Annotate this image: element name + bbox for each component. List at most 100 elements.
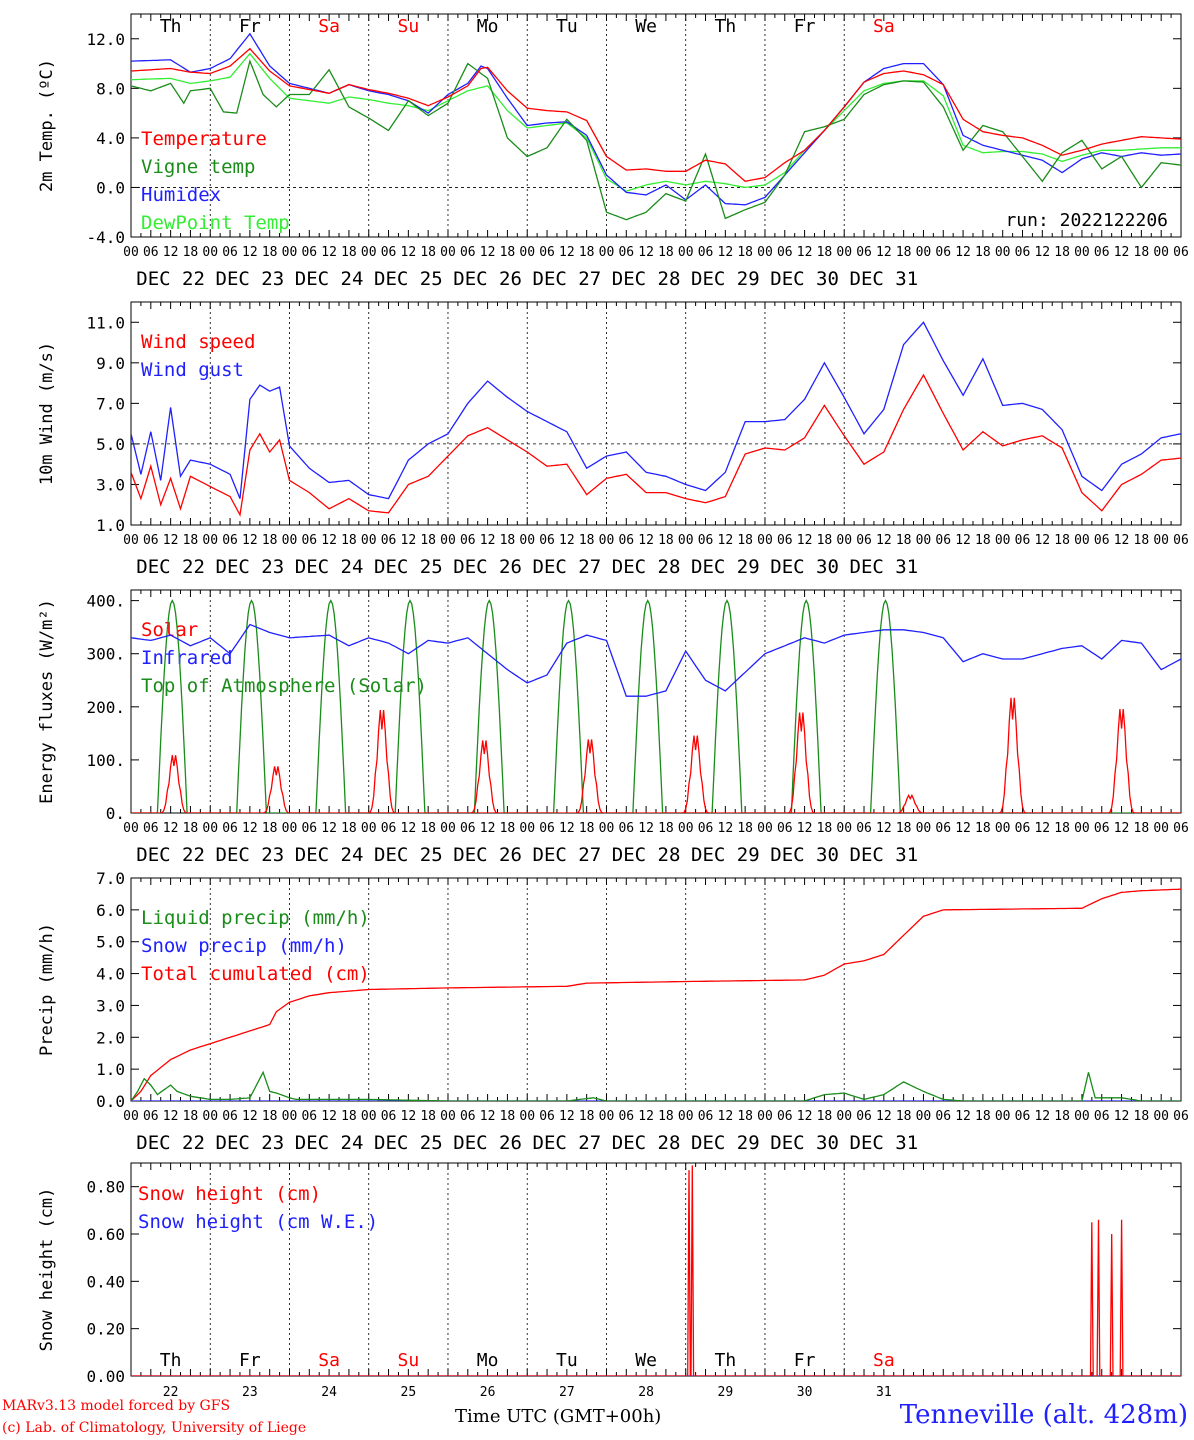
- hour-tick-label: 00: [361, 245, 377, 260]
- hour-tick-label: 00: [202, 245, 218, 260]
- hour-tick-label: 18: [896, 533, 912, 548]
- hour-tick-label: 12: [321, 245, 337, 260]
- hour-tick-label: 06: [1173, 533, 1189, 548]
- hour-tick-label: 00: [440, 821, 456, 836]
- y-tick-label: 0.80: [86, 1178, 125, 1197]
- hour-tick-label: 18: [420, 821, 436, 836]
- hour-tick-label: 00: [757, 245, 773, 260]
- hour-tick-label: 06: [222, 1109, 238, 1124]
- hour-tick-label: 12: [242, 533, 258, 548]
- y-tick-label: 0.20: [86, 1320, 125, 1339]
- hour-tick-label: 18: [341, 1109, 357, 1124]
- hour-tick-label: 18: [1054, 821, 1070, 836]
- hour-tick-label: 00: [916, 1109, 932, 1124]
- hour-tick-label: 06: [143, 1109, 159, 1124]
- hour-tick-label: 00: [123, 821, 139, 836]
- legend-entry: Snow precip (mm/h): [141, 935, 347, 957]
- hour-tick-label: 18: [579, 533, 595, 548]
- hour-tick-label: 18: [975, 1109, 991, 1124]
- hour-tick-label: 12: [718, 245, 734, 260]
- hour-tick-label: 06: [301, 1109, 317, 1124]
- hour-tick-label: 12: [1034, 1109, 1050, 1124]
- hour-tick-label: 06: [856, 533, 872, 548]
- y-axis-label: Energy fluxes (W/m²): [37, 599, 57, 804]
- series-line-blue: [131, 321, 1181, 500]
- date-label: DEC 30: [770, 1132, 839, 1154]
- lab-credit: (c) Lab. of Climatology, University of L…: [2, 1420, 307, 1436]
- hour-tick-label: 00: [836, 533, 852, 548]
- hour-tick-label: 12: [718, 533, 734, 548]
- hour-tick-label: 06: [222, 821, 238, 836]
- hour-tick-label: 00: [1153, 533, 1169, 548]
- hour-tick-label: 00: [757, 533, 773, 548]
- date-label: DEC 24: [295, 268, 364, 290]
- hour-tick-label: 00: [916, 821, 932, 836]
- hour-tick-label: 18: [737, 821, 753, 836]
- hour-tick-label: 06: [1094, 245, 1110, 260]
- day-name-label: Sa: [873, 1350, 895, 1371]
- hour-tick-label: 12: [401, 533, 417, 548]
- hour-tick-label: 12: [718, 1109, 734, 1124]
- hour-tick-label: 18: [262, 1109, 278, 1124]
- hour-tick-label: 18: [658, 533, 674, 548]
- hour-tick-label: 06: [1094, 1109, 1110, 1124]
- date-label: DEC 24: [295, 1132, 364, 1154]
- day-number-label: 22: [163, 1385, 179, 1400]
- hour-tick-label: 00: [202, 1109, 218, 1124]
- hour-tick-label: 12: [638, 245, 654, 260]
- y-tick-label: 11.0: [86, 313, 125, 332]
- hour-tick-label: 00: [836, 821, 852, 836]
- date-label: DEC 25: [374, 556, 443, 578]
- hour-tick-label: 06: [539, 821, 555, 836]
- hour-tick-label: 00: [123, 533, 139, 548]
- y-tick-label: 1.0: [96, 1060, 125, 1079]
- date-label: DEC 23: [216, 556, 285, 578]
- hour-tick-label: 18: [341, 821, 357, 836]
- hour-tick-label: 18: [1134, 245, 1150, 260]
- panel-2: 00 06 12 18 00 06 12 18 00 06 12 18 00 06 12 18 00 06 12 18…: [37, 301, 1189, 578]
- hour-tick-label: 12: [1034, 533, 1050, 548]
- hour-tick-label: 18: [975, 245, 991, 260]
- hour-tick-label: 12: [638, 1109, 654, 1124]
- hour-tick-label: 12: [480, 533, 496, 548]
- hour-tick-label: 00: [519, 245, 535, 260]
- day-name-label: Su: [398, 1350, 420, 1371]
- day-number-label: 26: [480, 1385, 496, 1400]
- hour-tick-label: 06: [1094, 533, 1110, 548]
- date-label: DEC 25: [374, 844, 443, 866]
- hour-tick-label: 18: [420, 533, 436, 548]
- y-tick-label: 3.0: [96, 475, 125, 494]
- hour-tick-label: 12: [1034, 245, 1050, 260]
- hour-tick-label: 06: [698, 821, 714, 836]
- hour-tick-label: 18: [737, 533, 753, 548]
- hour-tick-label: 00: [678, 821, 694, 836]
- hour-tick-label: 00: [123, 1109, 139, 1124]
- hour-tick-label: 12: [559, 533, 575, 548]
- hour-tick-label: 18: [975, 533, 991, 548]
- hour-tick-label: 06: [460, 533, 476, 548]
- hour-tick-label: 00: [282, 821, 298, 836]
- y-tick-label: 200.: [86, 698, 125, 717]
- date-label: DEC 26: [453, 556, 522, 578]
- day-name-label: Fr: [239, 1350, 261, 1371]
- y-tick-label: 5.0: [96, 435, 125, 454]
- hour-tick-label: 06: [856, 245, 872, 260]
- hour-tick-label: 18: [262, 533, 278, 548]
- day-number-label: 27: [559, 1385, 575, 1400]
- hour-tick-label: 06: [698, 1109, 714, 1124]
- y-tick-label: 0.0: [96, 1092, 125, 1111]
- hour-tick-label: 00: [995, 1109, 1011, 1124]
- hour-tick-label: 00: [361, 821, 377, 836]
- hour-tick-label: 06: [618, 1109, 634, 1124]
- hour-tick-label: 18: [500, 821, 516, 836]
- day-name-label: Mo: [477, 1350, 499, 1371]
- hour-tick-label: 12: [1034, 821, 1050, 836]
- hour-tick-label: 06: [856, 1109, 872, 1124]
- hour-tick-label: 18: [579, 1109, 595, 1124]
- station-name: Tenneville (alt. 428m): [899, 1400, 1188, 1430]
- hour-tick-label: 18: [579, 245, 595, 260]
- hour-tick-label: 00: [1153, 821, 1169, 836]
- hour-tick-label: 12: [876, 821, 892, 836]
- hour-tick-label: 06: [698, 245, 714, 260]
- y-tick-label: 0.: [106, 804, 125, 823]
